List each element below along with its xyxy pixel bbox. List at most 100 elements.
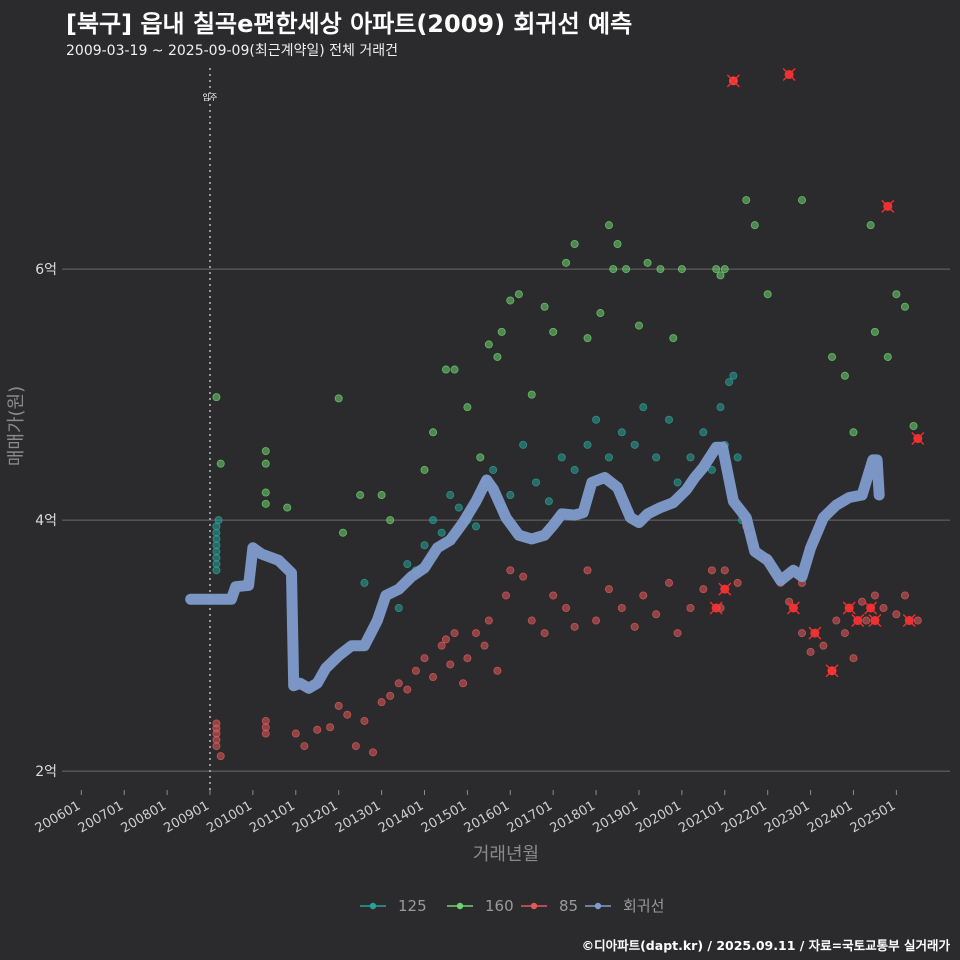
data-point-85 — [617, 604, 626, 613]
data-point-160 — [900, 302, 909, 311]
data-point-85 — [216, 752, 225, 761]
highlight-cross — [868, 614, 882, 628]
data-point-160 — [583, 334, 592, 343]
data-point-125 — [570, 465, 579, 474]
data-point-85 — [343, 710, 352, 719]
data-point-125 — [420, 541, 429, 550]
data-point-160 — [716, 271, 725, 280]
x-tick-label: 201201 — [290, 798, 340, 836]
legend: 125 160 85 회귀선 — [360, 897, 664, 915]
data-point-160 — [484, 340, 493, 349]
data-point-125 — [212, 566, 221, 575]
data-point-85 — [870, 591, 879, 600]
data-point-85 — [261, 729, 270, 738]
data-point-160 — [497, 327, 506, 336]
data-point-160 — [720, 265, 729, 274]
data-point-125 — [673, 478, 682, 487]
data-point-85 — [673, 629, 682, 638]
x-tick-label: 201101 — [247, 798, 297, 836]
data-point-85 — [699, 585, 708, 594]
data-point-160 — [828, 352, 837, 361]
data-point-125 — [394, 604, 403, 613]
data-point-160 — [562, 258, 571, 267]
data-point-160 — [216, 459, 225, 468]
data-point-160 — [866, 221, 875, 230]
data-point-125 — [686, 453, 695, 462]
data-point-85 — [394, 679, 403, 688]
data-point-85 — [720, 566, 729, 575]
y-axis-title: 매매가(원) — [6, 386, 27, 466]
data-point-85 — [493, 666, 502, 675]
data-point-125 — [489, 465, 498, 474]
highlight-layer — [709, 68, 925, 678]
data-point-85 — [798, 629, 807, 638]
data-point-160 — [261, 488, 270, 497]
legend-label-85: 85 — [559, 897, 578, 915]
data-point-125 — [729, 371, 738, 380]
legend-dot-125 — [369, 902, 377, 910]
data-point-85 — [459, 679, 468, 688]
data-point-85 — [862, 616, 871, 625]
data-point-160 — [386, 516, 395, 525]
data-point-160 — [634, 321, 643, 330]
data-point-85 — [484, 616, 493, 625]
data-point-125 — [544, 497, 553, 506]
data-point-125 — [557, 453, 566, 462]
data-point-85 — [506, 566, 515, 575]
data-point-85 — [604, 585, 613, 594]
legend-label-회귀선: 회귀선 — [623, 897, 664, 915]
data-point-85 — [437, 641, 446, 650]
data-point-125 — [583, 440, 592, 449]
data-point-160 — [377, 491, 386, 500]
legend-dot-160 — [456, 902, 464, 910]
data-point-85 — [300, 742, 309, 751]
x-tick-label: 200801 — [119, 798, 169, 836]
highlight-cross — [808, 626, 822, 640]
x-tick-label: 202001 — [633, 798, 683, 836]
data-point-160 — [261, 499, 270, 508]
highlight-cross — [825, 664, 839, 678]
data-point-85 — [420, 654, 429, 663]
data-point-125 — [506, 491, 515, 500]
data-point-85 — [819, 641, 828, 650]
data-point-160 — [742, 196, 751, 205]
data-point-85 — [570, 622, 579, 631]
highlight-cross — [842, 601, 856, 615]
data-point-85 — [501, 591, 510, 600]
data-point-85 — [832, 616, 841, 625]
legend-label-160: 160 — [485, 897, 514, 915]
data-point-160 — [429, 428, 438, 437]
data-point-160 — [420, 465, 429, 474]
data-point-85 — [313, 725, 322, 734]
data-point-125 — [592, 415, 601, 424]
data-point-85 — [592, 616, 601, 625]
data-point-85 — [291, 729, 300, 738]
data-point-160 — [677, 265, 686, 274]
data-point-160 — [493, 352, 502, 361]
x-tick-label: 202201 — [719, 798, 769, 836]
data-point-85 — [686, 604, 695, 613]
data-point-125 — [471, 522, 480, 531]
data-point-85 — [583, 566, 592, 575]
data-point-85 — [549, 591, 558, 600]
x-tick-label: 201401 — [376, 798, 426, 836]
data-point-160 — [849, 428, 858, 437]
highlight-cross — [726, 74, 740, 88]
data-point-85 — [326, 723, 335, 732]
data-point-160 — [441, 365, 450, 374]
data-point-160 — [261, 447, 270, 456]
data-point-160 — [549, 327, 558, 336]
data-point-125 — [519, 440, 528, 449]
data-point-85 — [403, 685, 412, 694]
data-point-160 — [892, 290, 901, 299]
data-point-160 — [570, 239, 579, 248]
data-point-85 — [334, 701, 343, 710]
data-point-160 — [870, 327, 879, 336]
data-point-85 — [785, 597, 794, 606]
data-point-85 — [351, 742, 360, 751]
data-point-125 — [733, 453, 742, 462]
highlight-cross — [881, 199, 895, 213]
data-point-160 — [604, 221, 613, 230]
data-point-85 — [446, 660, 455, 669]
data-point-160 — [338, 528, 347, 537]
